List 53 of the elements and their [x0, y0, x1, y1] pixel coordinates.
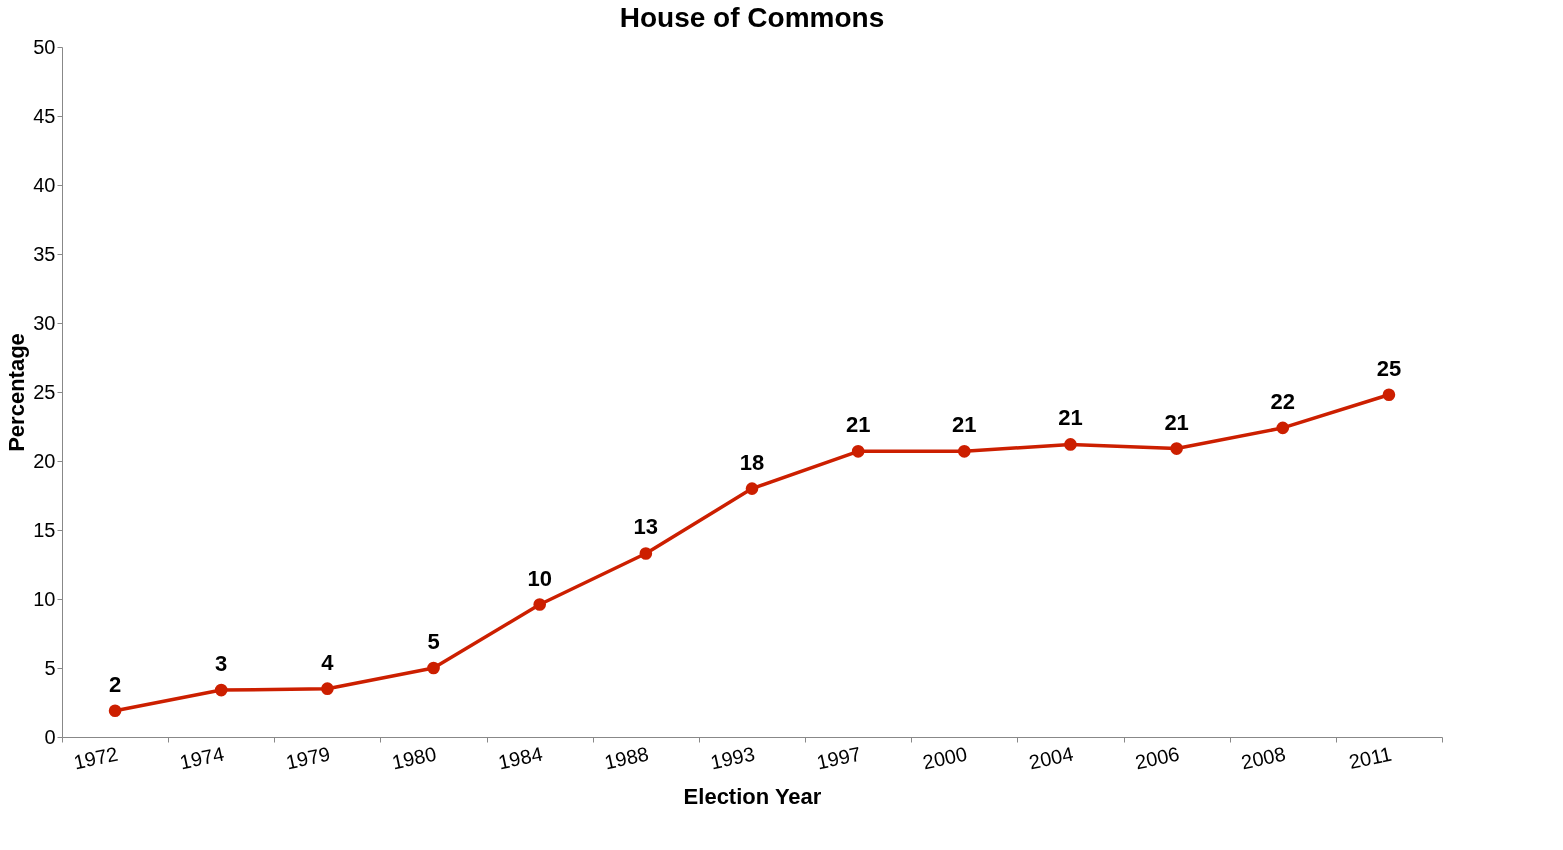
point — [214, 683, 228, 697]
x-tick-label: 1972 — [71, 742, 120, 774]
x-tick-label: 2000 — [920, 742, 969, 774]
y-tick-label: 10 — [33, 587, 56, 610]
y-tick-label: 40 — [33, 173, 56, 196]
data-label: 13 — [633, 514, 659, 540]
data-label: 21 — [1058, 405, 1083, 431]
data-label: 18 — [739, 449, 765, 475]
point — [427, 661, 440, 675]
y-tick-label: 20 — [33, 449, 56, 472]
data-label: 10 — [527, 565, 552, 591]
data-label: 21 — [1164, 409, 1189, 435]
y-tick-label: 15 — [33, 518, 56, 541]
data-label: 25 — [1376, 355, 1402, 381]
data-label: 22 — [1270, 388, 1296, 414]
x-tick-label: 1997 — [814, 742, 863, 774]
y-tick-label: 35 — [33, 242, 56, 265]
y-axis-title: Percentage — [4, 333, 30, 452]
y-tick-label: 45 — [33, 104, 56, 127]
y-tick-label: 5 — [44, 656, 56, 679]
x-tick-label: 1988 — [602, 742, 651, 774]
data-label: 5 — [427, 629, 440, 654]
point — [1170, 442, 1183, 455]
x-axis-title: Election Year — [683, 784, 822, 810]
data-label: 4 — [321, 649, 335, 675]
point — [533, 598, 547, 611]
point — [321, 682, 334, 696]
x-tick-label: 1974 — [177, 742, 226, 774]
x-tick-label: 1979 — [283, 742, 333, 774]
point — [745, 482, 759, 495]
point — [1382, 388, 1396, 402]
point — [1064, 438, 1077, 451]
x-tick-label: 2008 — [1239, 742, 1288, 774]
point — [108, 704, 122, 718]
data-label: 21 — [952, 412, 977, 438]
data-label: 21 — [845, 412, 871, 438]
x-tick-label: 1980 — [390, 742, 439, 774]
y-tick-label: 30 — [33, 311, 56, 334]
y-tick-label: 25 — [33, 380, 56, 403]
y-tick-label: 0 — [44, 725, 56, 748]
x-tick-label: 1984 — [496, 742, 545, 774]
point — [957, 445, 971, 458]
x-tick-label: 1993 — [708, 742, 757, 774]
chart-title: House of Commons — [619, 2, 885, 33]
data-label: 2 — [108, 671, 122, 697]
point — [639, 547, 653, 560]
y-tick-label: 50 — [33, 35, 56, 58]
point — [851, 445, 865, 458]
x-tick-label: 2011 — [1346, 742, 1394, 774]
point — [1276, 421, 1290, 435]
x-tick-label: 2006 — [1133, 742, 1182, 774]
x-tick-label: 2004 — [1027, 742, 1076, 774]
data-label: 3 — [215, 651, 228, 677]
